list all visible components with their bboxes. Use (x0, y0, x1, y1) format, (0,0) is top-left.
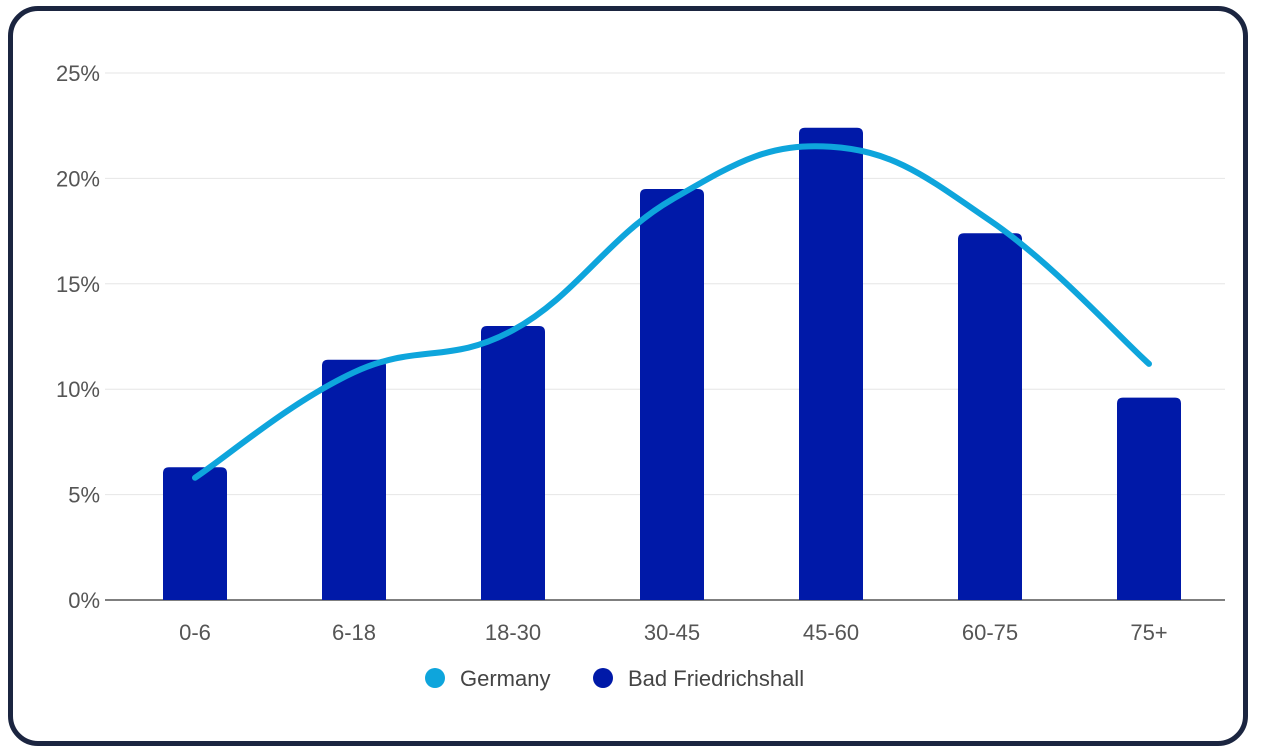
y-tick-label: 15% (56, 272, 100, 297)
bar-6-18[interactable] (322, 359, 386, 600)
legend[interactable]: Germany Bad Friedrichshall (425, 666, 804, 691)
bars (163, 127, 1181, 601)
chart: 0% 5% 10% 15% 20% 25% 0-6 6-18 18-30 30-45 45-60 6… (56, 61, 1225, 691)
legend-marker-germany[interactable] (425, 668, 445, 688)
bar-0-6[interactable] (163, 467, 227, 600)
chart-frame (8, 6, 1248, 746)
y-tick-label: 20% (56, 166, 100, 191)
germany-line[interactable] (192, 143, 1152, 481)
x-tick-label: 75+ (1130, 620, 1167, 645)
x-tick-label: 60-75 (962, 620, 1018, 645)
x-tick-label: 45-60 (803, 620, 859, 645)
y-tick-label: 0% (68, 588, 100, 613)
x-axis-ticks: 0-6 6-18 18-30 30-45 45-60 60-75 75+ (179, 620, 1168, 645)
bar-30-45[interactable] (640, 188, 704, 600)
x-tick-label: 18-30 (485, 620, 541, 645)
bar-60-75[interactable] (958, 233, 1022, 600)
line-series (192, 143, 1152, 481)
bar-18-30[interactable] (481, 325, 545, 600)
y-axis-ticks: 0% 5% 10% 15% 20% 25% (56, 61, 100, 613)
legend-label-bad-friedrichshall[interactable]: Bad Friedrichshall (628, 666, 804, 691)
y-tick-label: 5% (68, 483, 100, 508)
bar-45-60[interactable] (799, 127, 863, 601)
y-tick-label: 10% (56, 377, 100, 402)
y-tick-label: 25% (56, 61, 100, 86)
gridlines (105, 72, 1225, 601)
x-tick-label: 30-45 (644, 620, 700, 645)
x-tick-label: 6-18 (332, 620, 376, 645)
legend-marker-bad-friedrichshall[interactable] (593, 668, 613, 688)
legend-label-germany[interactable]: Germany (460, 666, 550, 691)
x-tick-label: 0-6 (179, 620, 211, 645)
bar-75+[interactable] (1117, 397, 1181, 600)
